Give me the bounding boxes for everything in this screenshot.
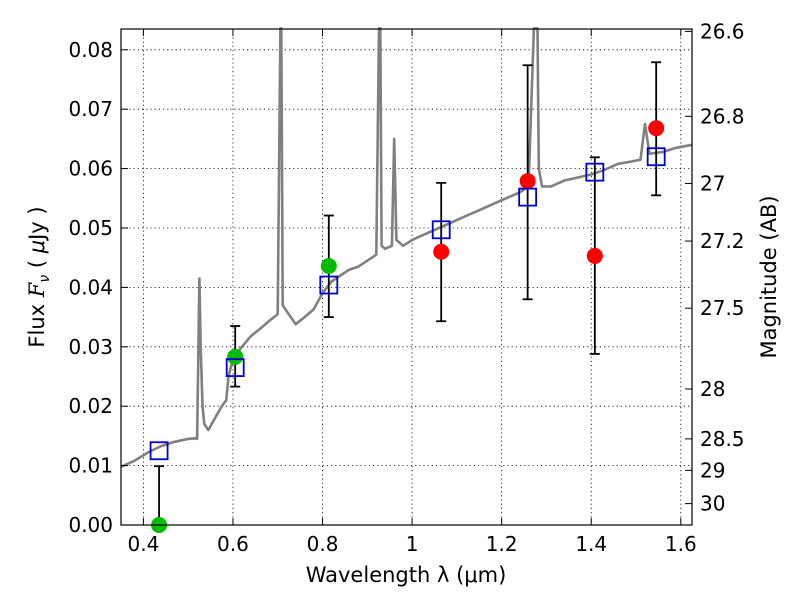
data-point [519,173,536,190]
y-axis-label-part: ( [25,253,49,275]
x-tick-label: 0.6 [217,532,249,556]
plot-background [121,29,692,525]
x-tick-label: 0.8 [307,532,339,556]
x-tick-label: 1 [406,532,419,556]
y2-tick-label: 28.5 [700,427,745,451]
model-point [319,275,339,295]
y2-tick-label: 27.2 [700,229,745,253]
y2-tick-label: 29 [700,458,725,482]
x-tick-label: 1.6 [665,532,697,556]
axis-ticks: 0.4 0.6 0.8 1 1.2 1.4 1.6 0.00 0.01 0.02 0.03 0.04 0… [68,19,744,556]
y-tick-label: 0.07 [68,97,113,121]
y-axis-label-part: Jy ) [25,206,49,242]
plot-frame [120,28,693,526]
spectrum-line [120,27,693,468]
data-point [586,247,603,264]
y2-tick-label: 27 [700,171,725,195]
data-point [227,348,244,365]
x-tick-label: 0.4 [127,532,159,556]
model-point [149,441,169,461]
data-point [433,243,450,260]
y-axis-label-part: ν [37,275,53,283]
y-tick-label: 0.03 [68,335,113,359]
data-point [320,258,337,275]
y-tick-label: 0.06 [68,157,113,181]
model-point [585,162,605,182]
y2-tick-label: 27.5 [700,296,745,320]
model-point [225,358,245,377]
y-tick-label: 0.08 [68,38,113,62]
y-axis-label: Flux Fν ( μJy ) [25,206,53,347]
model-point [431,220,451,240]
x-axis-label: Wavelength λ (μm) [306,563,507,587]
y-axis-label-part: Flux [25,297,49,347]
x-tick-label: 1.2 [486,532,518,556]
y2-tick-label: 30 [700,492,725,516]
y-tick-label: 0.04 [68,275,113,299]
spectrum-layer [120,27,693,468]
data-point [648,120,665,137]
y2-tick-label: 26.8 [700,104,745,128]
y-axis-label-part: μ [25,240,49,254]
y-tick-label: 0.01 [68,454,113,478]
model-point [646,147,666,167]
y2-tick-label: 26.6 [700,19,745,43]
y-tick-label: 0.00 [68,513,113,537]
y-tick-label: 0.02 [68,394,113,418]
model-point [518,187,538,207]
y2-tick-label: 28 [700,377,725,401]
y2-axis-label: Magnitude (AB) [757,195,781,358]
x-tick-label: 1.4 [575,532,607,556]
y-tick-label: 0.05 [68,216,113,240]
y-axis-label-part: F [25,281,49,298]
